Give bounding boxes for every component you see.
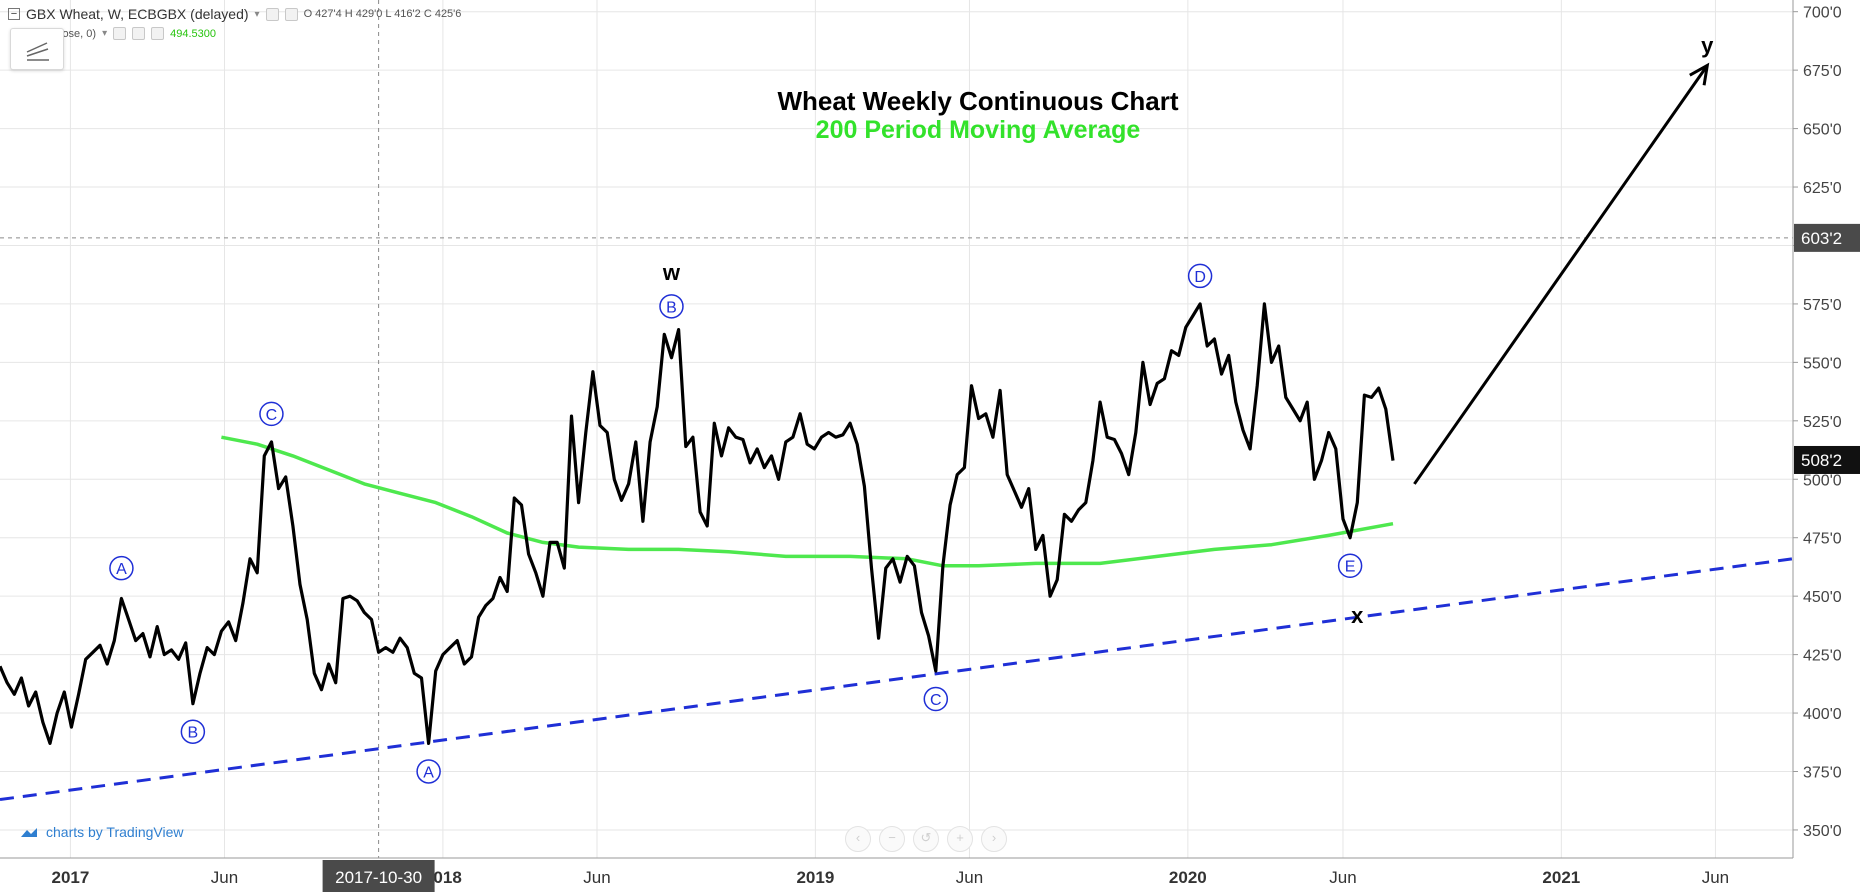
- symbol-legend: − GBX Wheat, W, ECBGBX (delayed) ▾ O 427…: [8, 6, 461, 22]
- price-tick-label: 650'0: [1803, 122, 1842, 139]
- moving-average-line: [221, 435, 1394, 568]
- price-tick-label: 475'0: [1803, 531, 1842, 548]
- indicator-legend: lose, 0) ▾ 494.5300: [12, 27, 216, 40]
- indicator-value: 494.5300: [170, 27, 216, 40]
- price-tick-label: 700'0: [1803, 5, 1842, 22]
- current-price-tag: [1794, 445, 1860, 474]
- wave-label-circle: [259, 401, 284, 427]
- collapse-legend-button[interactable]: −: [8, 8, 20, 20]
- price-tick-label: 425'0: [1803, 648, 1842, 665]
- hide-series-icon[interactable]: [265, 7, 279, 21]
- wave-label-circle: [659, 294, 684, 319]
- indicator-settings-icon[interactable]: [132, 27, 146, 40]
- crosshair-price-tag: [1794, 223, 1860, 252]
- wave-degree-label: x: [1351, 603, 1364, 628]
- indicator-label[interactable]: lose, 0): [60, 27, 97, 40]
- settings-icon[interactable]: [284, 7, 298, 21]
- wave-label-circle: [1187, 263, 1213, 289]
- time-tick-label: 2020: [1169, 868, 1207, 887]
- time-tick-label: Jun: [1329, 868, 1356, 887]
- price-tick-label: 675'0: [1803, 63, 1842, 80]
- trendline-layer: [0, 557, 1794, 802]
- trend-angle-icon: [26, 42, 49, 61]
- symbol-title[interactable]: GBX Wheat, W, ECBGBX (delayed): [26, 6, 249, 22]
- wave-degree-label: w: [662, 260, 681, 285]
- crosshair-price-label: 603'2: [1801, 229, 1842, 248]
- time-tick-label: 2021: [1542, 868, 1580, 887]
- wave-label: E: [1345, 559, 1356, 576]
- wave-label-circle: [1337, 553, 1363, 578]
- price-tick-label: 350'0: [1803, 823, 1842, 840]
- wave-labels: A B C A Bw C D Ex y: [109, 33, 1714, 784]
- price-tick-label: 550'0: [1803, 355, 1842, 372]
- crosshair-date-label: 2017-10-30: [335, 868, 422, 887]
- price-tick-label: 625'0: [1803, 180, 1842, 197]
- scroll-left-icon[interactable]: ‹: [845, 826, 871, 852]
- crosshair-date-tag: [322, 860, 435, 892]
- wave-label: B: [188, 725, 199, 742]
- scroll-right-icon[interactable]: ›: [981, 826, 1007, 852]
- cloud-logo-icon: [21, 828, 37, 837]
- wave-label-circle: [416, 759, 441, 784]
- reset-icon[interactable]: ↺: [913, 826, 939, 852]
- attribution-text[interactable]: charts by TradingView: [46, 824, 184, 840]
- wave-label: B: [666, 299, 677, 316]
- wave-label-circle: [923, 686, 949, 712]
- ohlc-values: O 427'4 H 429'0 L 416'2 C 425'6: [303, 8, 462, 20]
- wave-label: C: [930, 692, 942, 709]
- price-tags: 603'2 508'2: [1794, 223, 1860, 474]
- price-tick-label: 500'0: [1803, 472, 1842, 489]
- wave-label-circle: [180, 719, 206, 744]
- time-tick-label: Jun: [583, 868, 610, 887]
- zoom-out-icon[interactable]: −: [879, 826, 905, 852]
- time-tick-label: 2019: [796, 868, 834, 887]
- current-price-label: 508'2: [1801, 451, 1842, 470]
- time-tick-label: Jun: [1702, 868, 1729, 887]
- price-layer: [0, 302, 1395, 745]
- hide-indicator-icon[interactable]: [113, 27, 127, 40]
- time-axis[interactable]: 2017 Jun 2018 Jun 2019 Jun 2020 Jun 2021 Jun2017-…: [0, 857, 1793, 892]
- wave-degree-label: y: [1701, 33, 1714, 58]
- moving-average-layer: [221, 435, 1394, 568]
- price-tick-label: 525'0: [1803, 414, 1842, 431]
- tradingview-attribution[interactable]: charts by TradingView: [18, 824, 183, 840]
- support-trendline: [0, 557, 1794, 802]
- projection-arrow-head: [1689, 62, 1710, 86]
- drawing-tool-button[interactable]: [10, 28, 64, 70]
- wave-label: C: [266, 407, 278, 424]
- time-tick-label: Jun: [956, 868, 983, 887]
- chevron-down-icon[interactable]: ▾: [254, 8, 260, 20]
- price-tick-label: 575'0: [1803, 297, 1842, 314]
- remove-indicator-icon[interactable]: [151, 27, 165, 40]
- zoom-in-icon[interactable]: +: [947, 826, 973, 852]
- price-line: [0, 302, 1395, 745]
- grid: [0, 0, 1793, 858]
- price-tick-label: 450'0: [1803, 589, 1842, 606]
- wave-label-circle: [109, 555, 134, 581]
- chart-title: Wheat Weekly Continuous Chart: [777, 86, 1178, 116]
- price-tick-label: 375'0: [1803, 764, 1842, 781]
- crosshair: [0, 0, 1793, 858]
- price-tick-label: 400'0: [1803, 706, 1842, 723]
- chart-subtitle: 200 Period Moving Average: [816, 116, 1141, 144]
- time-tick-label: Jun: [211, 868, 238, 887]
- projection-arrow-layer: [1413, 62, 1710, 485]
- chevron-down-icon[interactable]: ▾: [102, 28, 108, 39]
- projection-arrow-line: [1413, 64, 1709, 485]
- chart-navigation: ‹ − ↺ + ›: [845, 826, 1007, 852]
- wave-label: A: [116, 561, 127, 578]
- wave-label: A: [423, 764, 434, 781]
- wave-label: D: [1194, 269, 1206, 286]
- time-tick-label: 2017: [51, 868, 89, 887]
